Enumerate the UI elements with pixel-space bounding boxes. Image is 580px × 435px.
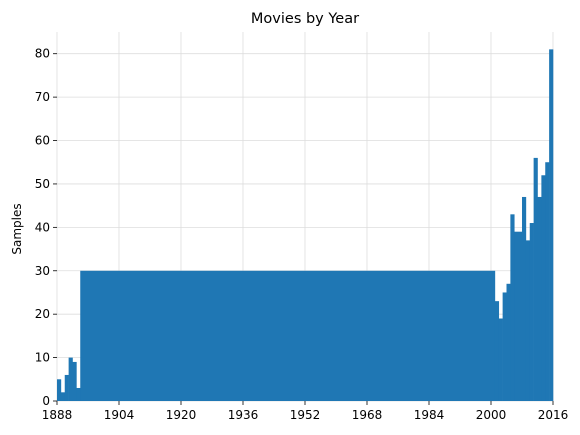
y-axis: 0 10 20 30 40 50 60 70 80 <box>35 47 57 408</box>
histogram-bar <box>64 374 69 401</box>
x-tick-label: 1936 <box>228 408 259 422</box>
histogram-bar <box>529 223 534 401</box>
y-tick-label: 20 <box>35 307 50 321</box>
x-axis: 1888 1904 1920 1936 1952 1968 1984 2000 2016 <box>42 401 569 422</box>
x-tick-label: 1904 <box>104 408 135 422</box>
histogram-bar <box>522 196 527 401</box>
x-tick-label: 2000 <box>476 408 507 422</box>
y-axis-title: Samples <box>10 203 24 254</box>
histogram-bar <box>57 379 62 401</box>
histogram-bar <box>502 292 507 401</box>
chart-title: Movies by Year <box>251 11 359 27</box>
histogram-bar <box>68 357 73 401</box>
y-tick-label: 30 <box>35 264 50 278</box>
x-tick-label: 1888 <box>42 408 73 422</box>
histogram-bar <box>72 361 77 401</box>
y-tick-label: 70 <box>35 90 50 104</box>
histogram-bar <box>510 214 515 401</box>
x-tick-label: 2016 <box>538 408 569 422</box>
histogram-bar <box>514 231 523 401</box>
x-tick-label: 1920 <box>166 408 197 422</box>
y-tick-label: 80 <box>35 47 50 61</box>
y-tick-label: 40 <box>35 220 50 234</box>
y-tick-label: 50 <box>35 177 50 191</box>
histogram-bar <box>60 392 66 401</box>
y-tick-label: 10 <box>35 351 50 365</box>
x-tick-label: 1984 <box>414 408 445 422</box>
histogram-bar <box>80 270 496 401</box>
histogram-bar <box>541 175 546 401</box>
histogram-bar <box>76 387 81 401</box>
histogram-bar <box>549 49 554 401</box>
histogram-bar <box>506 283 511 401</box>
histogram-bar <box>537 196 542 401</box>
x-tick-label: 1952 <box>290 408 321 422</box>
y-tick-label: 0 <box>42 394 50 408</box>
bars-layer <box>57 49 554 401</box>
histogram-bar <box>494 301 500 401</box>
histogram-bar <box>525 240 531 401</box>
histogram-bar <box>533 157 538 401</box>
y-tick-label: 60 <box>35 134 50 148</box>
x-tick-label: 1968 <box>352 408 383 422</box>
histogram-bar <box>498 318 503 401</box>
histogram-bar <box>545 162 550 401</box>
